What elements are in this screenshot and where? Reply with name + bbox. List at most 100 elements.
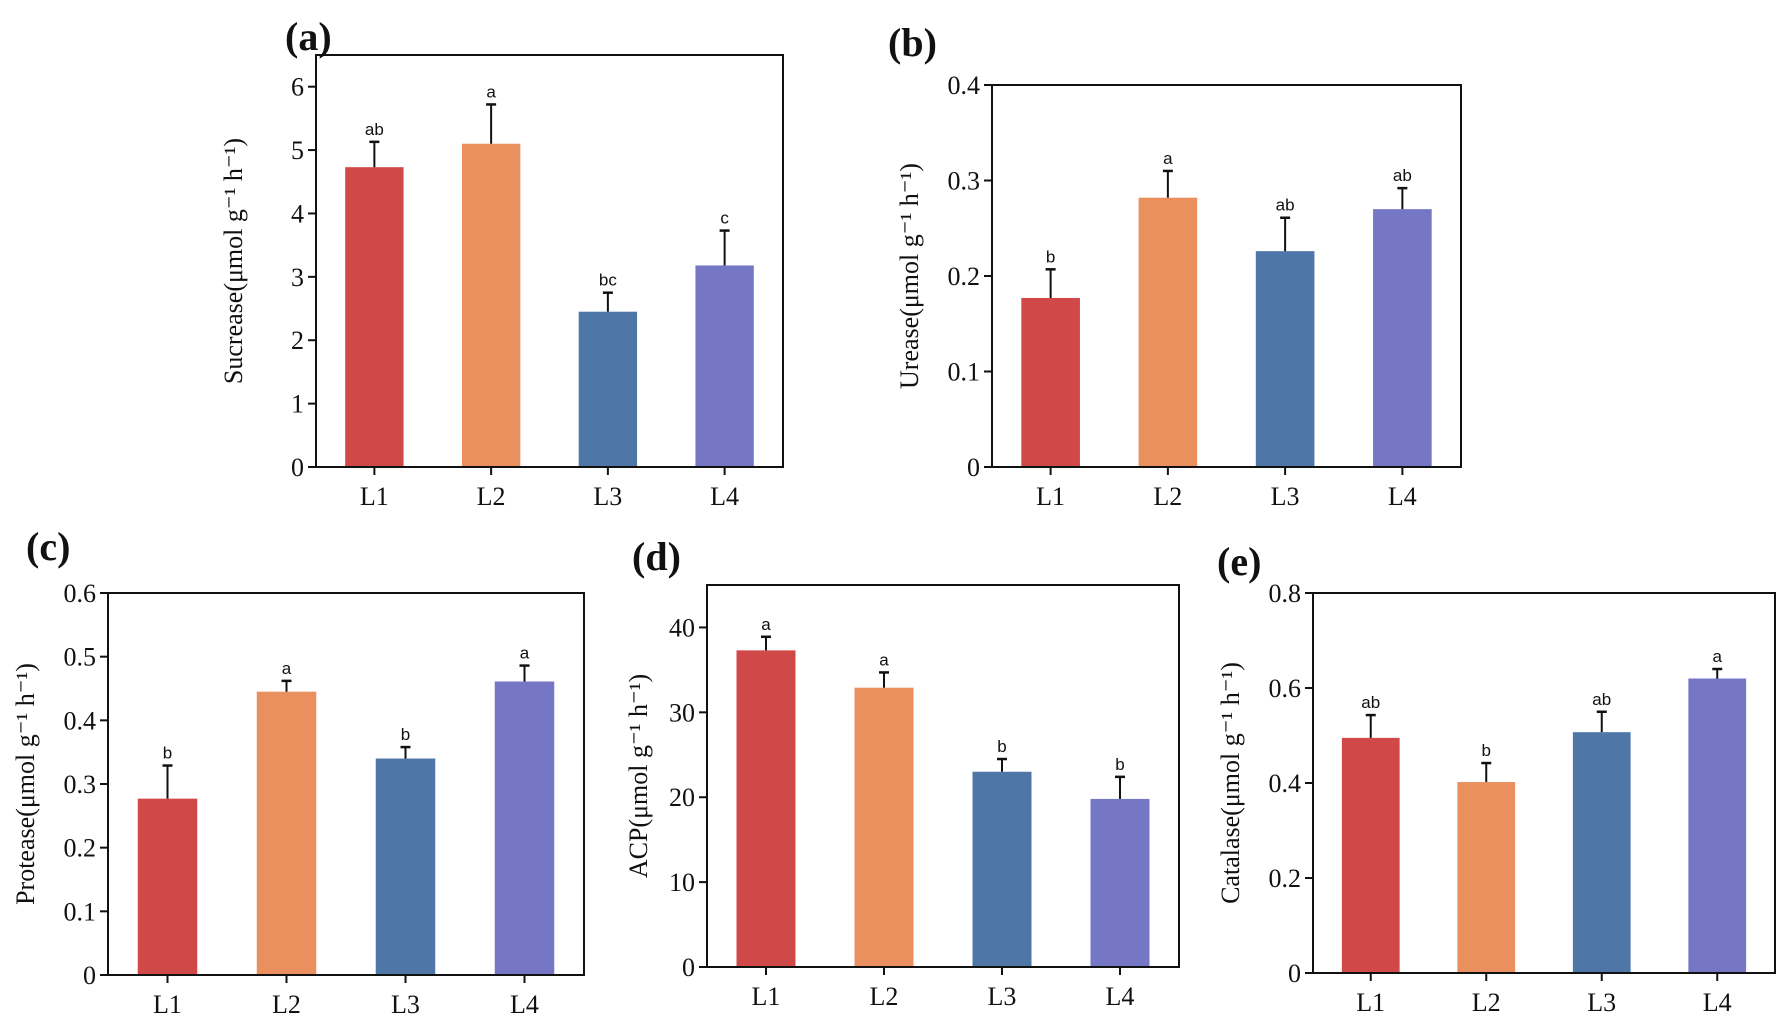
y-tick-label: 0.4 — [948, 71, 981, 100]
y-tick-label: 0 — [967, 453, 980, 482]
x-tick-label: L3 — [593, 482, 622, 511]
significance-label: bc — [599, 271, 617, 290]
y-axis-label: ACP(μmol g⁻¹ h⁻¹) — [624, 674, 653, 878]
bar-L1 — [736, 650, 796, 967]
plot-frame — [315, 54, 784, 468]
significance-label: b — [163, 744, 172, 763]
significance-label: a — [879, 650, 889, 669]
x-tick-label: L1 — [360, 482, 389, 511]
y-tick-label: 0 — [291, 453, 304, 482]
y-tick-label: 0.4 — [1269, 769, 1302, 798]
bar-L3 — [1255, 251, 1315, 467]
significance-label: ab — [1276, 196, 1295, 215]
x-tick-label: L2 — [477, 482, 506, 511]
y-tick-label: 4 — [291, 199, 304, 228]
bar-L4 — [1373, 209, 1432, 467]
significance-label: b — [1482, 741, 1491, 760]
y-tick-label: 0.2 — [948, 262, 981, 291]
bar-L2 — [1457, 782, 1516, 973]
y-tick-label: 0.2 — [1269, 864, 1302, 893]
plot-frame — [107, 592, 585, 976]
y-tick-label: 0 — [83, 961, 96, 990]
y-tick-label: 30 — [669, 698, 695, 727]
significance-label: b — [1115, 755, 1124, 774]
panel-e: (e) ab L1 b L2 ab L3 a L4 0 0.2 0.4 0.6 0.8 Catalase(μ… — [1216, 539, 1776, 1017]
y-axis-label: Catalase(μmol g⁻¹ h⁻¹) — [1216, 662, 1245, 904]
plot-frame — [706, 584, 1180, 968]
bar-L1 — [1021, 297, 1080, 467]
significance-label: b — [401, 725, 410, 744]
significance-label: a — [486, 82, 496, 101]
panel-label: (e) — [1217, 539, 1261, 584]
x-tick-label: L2 — [272, 990, 301, 1019]
bar-L2 — [1138, 197, 1198, 467]
y-tick-label: 0.2 — [64, 834, 97, 863]
y-axis-label: Urease(μmol g⁻¹ h⁻¹) — [895, 163, 924, 389]
significance-label: a — [520, 644, 530, 663]
x-tick-label: L3 — [391, 990, 420, 1019]
significance-label: a — [1713, 647, 1723, 666]
bar-L1 — [345, 167, 404, 467]
x-tick-label: L4 — [1703, 988, 1732, 1017]
x-tick-label: L2 — [1472, 988, 1501, 1017]
significance-label: b — [997, 737, 1006, 756]
x-tick-label: L1 — [1036, 482, 1065, 511]
significance-label: ab — [1393, 166, 1412, 185]
x-tick-label: L4 — [710, 482, 739, 511]
bar-L3 — [1572, 732, 1631, 973]
panel-b: (b) b L1 a L2 ab L3 ab L4 0 0.1 0.2 0.3 0.4 Urease(μmo… — [888, 20, 1462, 511]
x-tick-label: L3 — [1587, 988, 1616, 1017]
significance-label: a — [761, 615, 771, 634]
x-tick-label: L3 — [1271, 482, 1300, 511]
plot-frame — [991, 84, 1462, 468]
x-tick-label: L4 — [510, 990, 539, 1019]
y-tick-label: 2 — [291, 326, 304, 355]
significance-label: ab — [365, 120, 384, 139]
bar-L3 — [375, 758, 436, 975]
bar-L3 — [972, 771, 1032, 967]
x-tick-label: L1 — [752, 982, 781, 1011]
bar-L4 — [1090, 798, 1150, 967]
y-tick-label: 3 — [291, 263, 304, 292]
panel-a: (a) ab L1 a L2 bc L3 c L4 0 1 2 3 4 5 6 Sucrease(μmol g⁻… — [219, 14, 784, 511]
x-tick-label: L4 — [1388, 482, 1417, 511]
y-tick-label: 0.3 — [948, 167, 981, 196]
y-tick-label: 0 — [1288, 959, 1301, 988]
y-tick-label: 0.6 — [1269, 674, 1302, 703]
x-tick-label: L1 — [153, 990, 182, 1019]
panel-label: (d) — [632, 534, 681, 579]
x-tick-label: L2 — [870, 982, 899, 1011]
y-tick-label: 5 — [291, 136, 304, 165]
significance-label: a — [1163, 149, 1173, 168]
bar-L2 — [854, 687, 914, 967]
significance-label: ab — [1361, 693, 1380, 712]
y-tick-label: 6 — [291, 73, 304, 102]
panel-label: (c) — [26, 524, 70, 569]
y-tick-label: 0.3 — [64, 770, 97, 799]
x-tick-label: L2 — [1153, 482, 1182, 511]
y-axis-label: Sucrease(μmol g⁻¹ h⁻¹) — [219, 138, 248, 384]
panel-c: (c) b L1 a L2 b L3 a L4 0 0.1 0.2 0.3 0.4 0.5 0.6 Protea… — [11, 524, 585, 1019]
bar-L2 — [256, 691, 317, 975]
significance-label: ab — [1592, 690, 1611, 709]
y-tick-label: 20 — [669, 783, 695, 812]
y-tick-label: 0.8 — [1269, 579, 1302, 608]
panel-d: (d) a L1 a L2 b L3 b L4 0 10 20 30 40 ACP(μmol g⁻¹ h⁻¹… — [624, 534, 1180, 1011]
bar-L4 — [494, 681, 555, 975]
bar-L2 — [461, 143, 521, 467]
significance-label: a — [282, 659, 292, 678]
plot-frame — [1312, 592, 1776, 974]
panel-label: (a) — [285, 14, 332, 59]
bar-L4 — [695, 265, 754, 467]
y-tick-label: 0.1 — [948, 358, 981, 387]
y-tick-label: 0.5 — [64, 643, 97, 672]
y-tick-label: 0 — [682, 953, 695, 982]
bar-L1 — [137, 798, 198, 975]
y-axis-label: Protease(μmol g⁻¹ h⁻¹) — [11, 663, 40, 905]
x-tick-label: L4 — [1106, 982, 1135, 1011]
panel-label: (b) — [888, 20, 937, 65]
x-tick-label: L1 — [1356, 988, 1385, 1017]
bar-L4 — [1688, 678, 1747, 973]
y-tick-label: 1 — [291, 390, 304, 419]
